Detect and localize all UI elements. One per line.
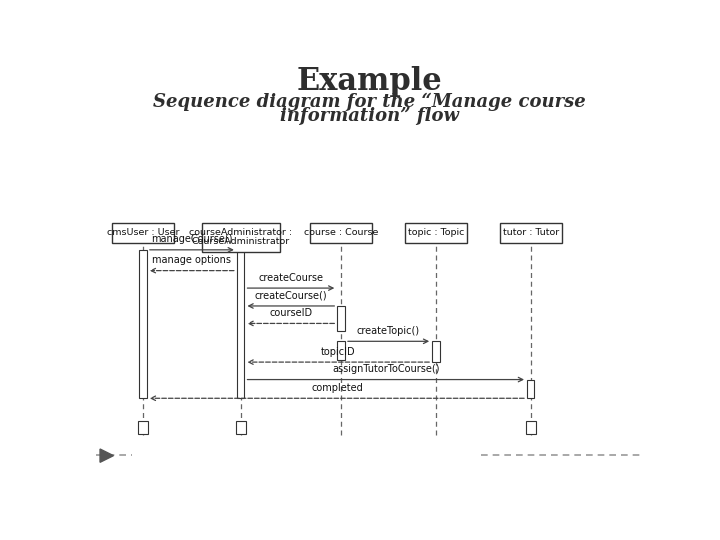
Text: Sequence diagram for the “Manage course: Sequence diagram for the “Manage course (153, 92, 585, 111)
Bar (112, 223, 174, 243)
Bar (338, 341, 345, 360)
Bar (500, 223, 562, 243)
Bar (138, 421, 148, 434)
Text: courseAdministrator :: courseAdministrator : (189, 228, 292, 237)
Bar (527, 380, 534, 399)
Text: cmsUser : User: cmsUser : User (107, 228, 179, 237)
Text: completed: completed (311, 383, 363, 393)
Bar (432, 341, 440, 362)
Text: createCourse: createCourse (258, 273, 323, 282)
Text: topicID: topicID (321, 347, 356, 357)
Bar (140, 250, 147, 399)
Text: course : Course: course : Course (304, 228, 378, 237)
Text: Example: Example (296, 66, 442, 97)
Text: createTopic(): createTopic() (357, 326, 420, 336)
Text: CourseAdministrator: CourseAdministrator (192, 237, 289, 246)
Bar (338, 306, 345, 331)
Text: information” flow: information” flow (279, 107, 459, 125)
Bar (405, 223, 467, 243)
Text: tutor : Tutor: tutor : Tutor (503, 228, 559, 237)
Text: assignTutorToCourse(): assignTutorToCourse() (332, 364, 439, 374)
Text: manageCourse(): manageCourse() (151, 234, 233, 245)
Bar (526, 421, 536, 434)
Text: manage options: manage options (153, 255, 231, 265)
Bar (235, 421, 246, 434)
Text: courseID: courseID (269, 308, 312, 318)
Bar (202, 223, 280, 252)
Text: createCourse(): createCourse() (255, 291, 327, 301)
Bar (310, 223, 372, 243)
Polygon shape (100, 449, 114, 462)
Text: topic : Topic: topic : Topic (408, 228, 464, 237)
Bar (237, 250, 244, 399)
